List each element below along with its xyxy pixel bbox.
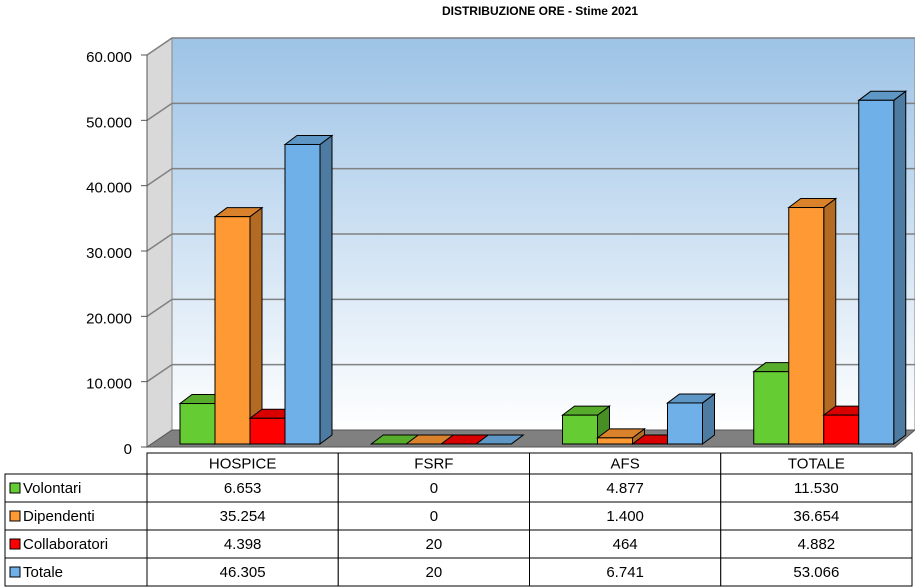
table-value: 53.066 [793, 564, 839, 581]
table-cell [529, 501, 722, 531]
table-value: 11.530 [794, 480, 839, 497]
table-value: 4.882 [798, 536, 836, 553]
bar [179, 403, 216, 445]
legend-swatch [9, 510, 21, 522]
bar [667, 402, 703, 445]
table-value: 4.398 [224, 536, 262, 553]
table-cell [4, 473, 148, 503]
table-value: 464 [613, 536, 638, 553]
y-tick-label: 60.000 [86, 49, 132, 66]
table-cell [529, 557, 722, 587]
table-header: TOTALE [788, 455, 845, 472]
bar-top [474, 434, 525, 445]
table-value: 46.305 [220, 564, 266, 581]
bar [788, 207, 825, 445]
grid-line [146, 37, 173, 56]
legend-swatch [9, 538, 21, 550]
table-cell [720, 501, 913, 531]
table-value: 36.654 [793, 508, 839, 525]
y-tick-label: 0 [124, 441, 132, 458]
table-cell [529, 473, 722, 503]
table-value: 6.741 [606, 564, 644, 581]
table-header: HOSPICE [209, 455, 277, 472]
legend-label: Volontari [23, 480, 81, 497]
table-cell [146, 557, 339, 587]
y-tick-label: 50.000 [86, 114, 132, 131]
grid-line [146, 298, 173, 317]
table-value: 35.254 [220, 508, 266, 525]
legend-swatch [9, 566, 21, 578]
table-cell [146, 473, 339, 503]
grid-line [146, 233, 173, 252]
table-value: 20 [426, 564, 443, 581]
legend-label: Dipendenti [23, 508, 95, 525]
table-header: FSRF [414, 455, 453, 472]
table-cell [337, 473, 530, 503]
grid-line [146, 168, 173, 187]
bar-side [893, 90, 907, 445]
chart-title: DISTRIBUZIONE ORE - Stime 2021 [442, 4, 638, 18]
table-cell [720, 529, 913, 559]
table-cell [4, 557, 148, 587]
bar [562, 414, 598, 445]
bar [249, 417, 286, 445]
table-cell [720, 473, 913, 503]
table-cell [4, 529, 148, 559]
y-tick-label: 40.000 [86, 180, 132, 197]
y-tick-label: 20.000 [86, 310, 132, 327]
table-value: 0 [430, 508, 438, 525]
floor [145, 429, 915, 448]
bar [284, 143, 321, 445]
bar-side [249, 206, 263, 445]
bar [597, 437, 633, 445]
table-cell [146, 501, 339, 531]
bar [753, 371, 790, 445]
legend-label: Collaboratori [23, 536, 108, 553]
y-tick-label: 10.000 [86, 376, 132, 393]
table-cell [337, 529, 530, 559]
legend-label: Totale [23, 564, 63, 581]
table-header: AFS [611, 455, 640, 472]
table-value: 20 [426, 536, 443, 553]
bar [858, 99, 895, 445]
grid-line [146, 364, 173, 383]
table-value: 4.877 [606, 480, 644, 497]
bar [823, 414, 860, 445]
table-cell [720, 557, 913, 587]
table-value: 6.653 [224, 480, 262, 497]
bar [214, 216, 251, 445]
y-tick-label: 30.000 [86, 245, 132, 262]
table-value: 0 [430, 480, 438, 497]
table-value: 1.400 [606, 508, 644, 525]
bar-side [319, 134, 333, 445]
grid-line [146, 102, 173, 121]
legend-swatch [9, 482, 21, 494]
